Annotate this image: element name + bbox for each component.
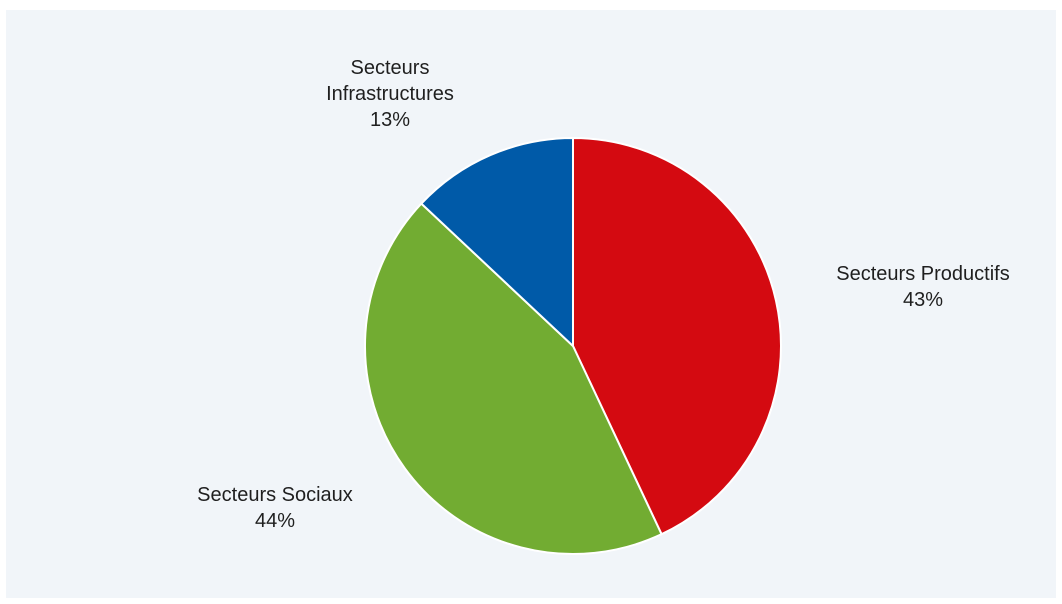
label-name: Secteurs Productifs	[836, 263, 1010, 285]
label-name-line1: Secteurs	[350, 57, 430, 79]
label-percent: 43%	[902, 289, 944, 311]
label-percent: 44%	[254, 510, 296, 532]
label-secteurs-productifs: Secteurs Productifs 43%	[808, 261, 1038, 313]
slice-secteurs-infrastructures	[420, 137, 574, 347]
slice-secteurs-productifs	[572, 137, 782, 536]
label-percent: 13%	[369, 109, 411, 131]
label-secteurs-sociaux: Secteurs Sociaux 44%	[170, 482, 380, 534]
slice-secteurs-sociaux	[363, 202, 663, 555]
label-name: Secteurs Sociaux	[197, 484, 353, 506]
label-secteurs-infrastructures: Secteurs Infrastructures 13%	[290, 55, 490, 133]
label-name-line2: Infrastructures	[326, 83, 454, 105]
